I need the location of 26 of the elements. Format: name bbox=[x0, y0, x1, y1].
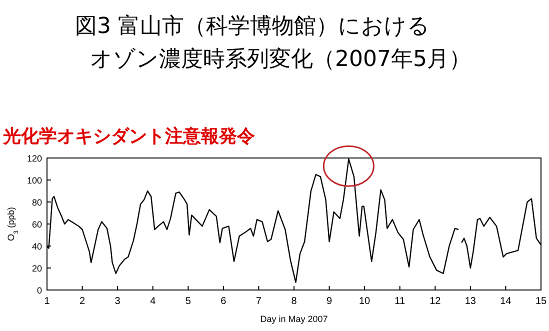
x-tick-label: 4 bbox=[150, 296, 156, 307]
x-tick-label: 7 bbox=[256, 296, 262, 307]
y-tick-label: 120 bbox=[26, 154, 42, 164]
x-axis-title: Day in May 2007 bbox=[260, 314, 328, 324]
text: 光化学オキシダント注意報発令 bbox=[2, 126, 256, 147]
x-tick-label: 8 bbox=[291, 296, 298, 307]
y-tick-label: 80 bbox=[32, 198, 42, 208]
y-tick-label: 40 bbox=[32, 242, 42, 252]
chart-subtitle: オゾン濃度時系列変化（2007年5月） bbox=[90, 47, 471, 72]
chart-title: 図3 富山市（科学博物館）における bbox=[75, 14, 430, 39]
x-tick-label: 6 bbox=[220, 296, 227, 307]
x-tick-label: 5 bbox=[185, 296, 192, 307]
x-tick-label: 2 bbox=[80, 296, 86, 307]
y-tick-label: 20 bbox=[32, 264, 42, 274]
x-tick-label: 13 bbox=[464, 296, 476, 307]
x-tick-label: 10 bbox=[359, 296, 371, 307]
y-tick-label: 100 bbox=[26, 176, 42, 186]
y-tick-label: 0 bbox=[36, 286, 42, 296]
y-tick-label: 60 bbox=[32, 220, 42, 230]
x-tick-label: 14 bbox=[500, 296, 512, 307]
x-tick-label: 1 bbox=[44, 296, 50, 307]
x-tick-label: 15 bbox=[535, 296, 547, 307]
x-tick-label: 11 bbox=[394, 296, 406, 307]
x-tick-label: 12 bbox=[430, 296, 442, 307]
x-tick-label: 9 bbox=[326, 296, 333, 307]
x-tick-label: 3 bbox=[114, 296, 121, 307]
